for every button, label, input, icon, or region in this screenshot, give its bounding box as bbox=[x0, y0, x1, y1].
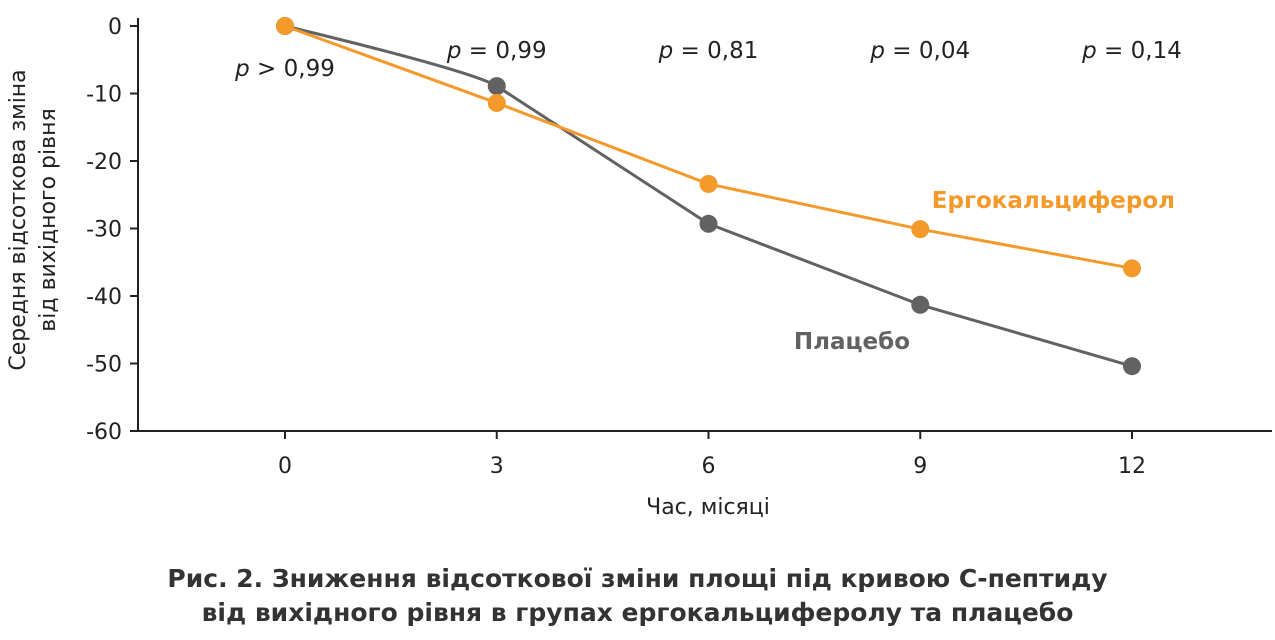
data-point-placebo bbox=[911, 295, 930, 314]
caption-line-2: від вихідного рівня в групах ергокальциф… bbox=[201, 598, 1074, 627]
data-point-ergocalciferol bbox=[911, 220, 930, 239]
data-point-ergocalciferol bbox=[1123, 259, 1141, 278]
legend-label-ergocalciferol: Ергокальциферол bbox=[932, 188, 1175, 214]
data-point-ergocalciferol bbox=[699, 174, 718, 193]
p-value-annotation: p > 0,99 bbox=[234, 56, 335, 82]
p-value-annotation: p = 0,99 bbox=[446, 38, 547, 64]
data-point-placebo bbox=[487, 77, 506, 96]
data-point-ergocalciferol bbox=[276, 17, 294, 35]
data-point-placebo bbox=[699, 214, 718, 233]
x-tick-label: 0 bbox=[278, 454, 292, 479]
y-tick-label: -60 bbox=[86, 420, 122, 445]
caption-line-1: Рис. 2. Зниження відсоткової зміни площі… bbox=[167, 564, 1108, 593]
p-value-annotation: p = 0,14 bbox=[1081, 38, 1182, 64]
y-tick-label: -30 bbox=[86, 218, 122, 243]
y-tick-label: -40 bbox=[86, 285, 122, 310]
y-tick-label: -50 bbox=[86, 353, 122, 378]
x-axis-label: Час, місяці bbox=[646, 495, 770, 520]
x-tick-label: 3 bbox=[490, 454, 504, 479]
y-axis-label-line1: Середня відсоткова зміна bbox=[6, 69, 31, 370]
chart: 0 -10 -20 -30 -40 -50 -60 0 3 6 9 12 Час, місяці Сере… bbox=[6, 15, 1272, 520]
p-value-annotation: p = 0,04 bbox=[869, 38, 970, 64]
y-tick-label: -10 bbox=[86, 83, 122, 108]
data-point-placebo bbox=[1123, 357, 1141, 376]
y-tick-label: -20 bbox=[86, 150, 122, 175]
x-tick-label: 9 bbox=[913, 454, 927, 479]
figure-caption: Рис. 2. Зниження відсоткової зміни площі… bbox=[0, 562, 1275, 630]
y-axis-label-line2: від вихідного рівня bbox=[36, 108, 61, 331]
p-value-annotation: p = 0,81 bbox=[658, 38, 759, 64]
x-tick-label: 12 bbox=[1118, 454, 1146, 479]
x-tick-label: 6 bbox=[702, 454, 716, 479]
legend-label-placebo: Плацебо bbox=[794, 329, 910, 355]
data-point-ergocalciferol bbox=[487, 93, 506, 112]
y-tick-label: 0 bbox=[108, 15, 122, 40]
